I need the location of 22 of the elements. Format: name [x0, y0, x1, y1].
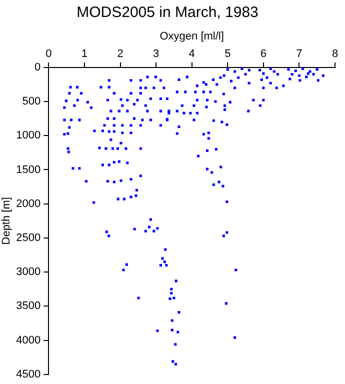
y-tick-label: 500 — [22, 96, 41, 108]
y-tick-label: 1000 — [16, 130, 41, 142]
x-tick-label: 8 — [332, 48, 338, 60]
chart-title: MODS2005 in March, 1983 — [76, 4, 258, 22]
x-tick-label: 7 — [296, 48, 302, 60]
y-tick-label: 2000 — [16, 198, 41, 210]
x-tick-label: 3 — [152, 48, 160, 60]
x-tick-label: 2 — [117, 48, 124, 60]
y-tick-label: 0 — [34, 61, 41, 74]
y-tick-label: 2500 — [16, 232, 41, 244]
x-tick-label: 6 — [260, 48, 266, 60]
x-axis-title: Oxygen [ml/l] — [160, 30, 224, 43]
y-tick-label: 3500 — [16, 300, 41, 312]
y-tick-label: 1500 — [16, 164, 41, 176]
x-tick-label: 4 — [188, 48, 195, 60]
x-tick-label: 1 — [81, 48, 88, 60]
y-tick-label: 4500 — [16, 368, 41, 380]
y-tick-label: 4000 — [16, 334, 41, 346]
x-tick-label: 0 — [46, 48, 52, 60]
y-tick-label: 3000 — [16, 266, 41, 278]
x-tick-label: 5 — [224, 48, 231, 60]
y-axis-title: Depth [m] — [0, 197, 13, 245]
